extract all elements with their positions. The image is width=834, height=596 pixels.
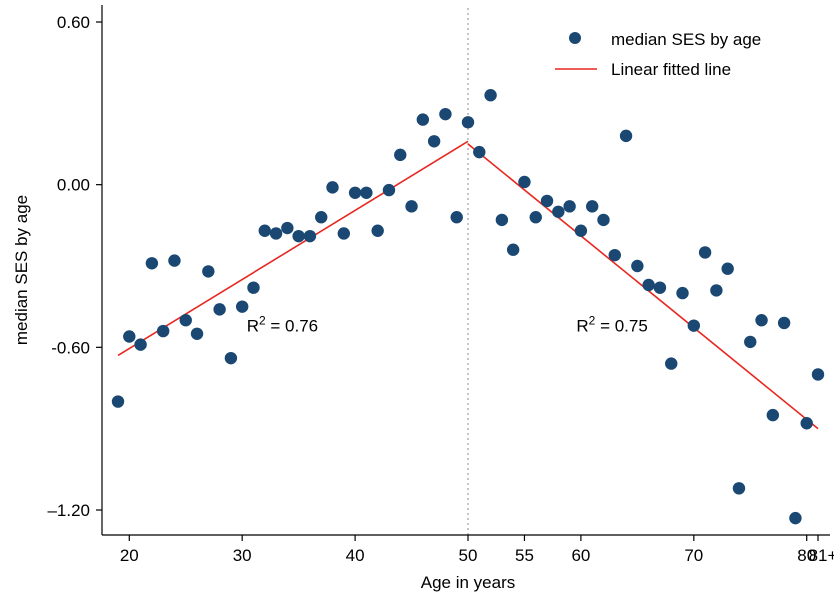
data-point (597, 213, 610, 227)
data-point (698, 246, 712, 259)
data-point (281, 221, 294, 235)
data-point (766, 408, 780, 422)
legend-scatter-marker (569, 32, 581, 44)
x-tick-label: 60 (571, 546, 590, 565)
data-point (168, 254, 181, 267)
data-point (552, 205, 565, 218)
r-squared-annotation: R2 = 0.75 (576, 314, 647, 336)
data-point (292, 229, 305, 243)
data-point (777, 316, 791, 330)
data-point (156, 324, 170, 338)
data-point (213, 303, 226, 316)
x-tick-label: 40 (346, 546, 365, 565)
data-point (450, 211, 463, 224)
data-point (258, 224, 271, 237)
data-point (563, 200, 576, 213)
data-point (134, 338, 147, 351)
data-point (732, 482, 746, 495)
x-tick-label: 30 (233, 546, 252, 565)
data-point (360, 186, 373, 199)
data-point (676, 286, 689, 300)
data-point (585, 200, 599, 213)
data-point (427, 135, 441, 148)
data-point (800, 417, 813, 430)
y-tick-label: -0.60 (51, 338, 90, 357)
data-point (439, 107, 452, 121)
data-point (371, 224, 384, 237)
x-tick-label: 80 (797, 546, 816, 565)
data-point (540, 194, 554, 208)
data-point (202, 265, 215, 278)
data-point (653, 281, 667, 294)
data-point (235, 300, 249, 313)
data-point (721, 262, 734, 275)
data-point (495, 213, 509, 227)
x-axis-title: Age in years (421, 573, 516, 592)
data-point (337, 227, 351, 240)
data-point (484, 89, 497, 102)
x-tick-label: 55 (515, 546, 534, 565)
data-point (506, 243, 520, 256)
data-point (348, 186, 362, 199)
x-tick-label: 50 (459, 546, 478, 565)
data-point (145, 257, 159, 270)
data-point (405, 200, 418, 213)
y-tick-label: –1.20 (47, 501, 90, 520)
data-point (461, 116, 475, 129)
data-point (315, 211, 328, 224)
x-tick-label: 81+ (809, 546, 834, 565)
data-point (755, 314, 768, 327)
data-point (326, 181, 339, 194)
data-point (710, 284, 723, 297)
data-point (665, 357, 678, 370)
data-point (789, 511, 802, 525)
legend: median SES by age Linear fitted line (555, 30, 761, 79)
data-point (394, 148, 407, 162)
data-point (518, 175, 531, 189)
y-tick-label: 0.00 (57, 176, 90, 195)
data-point (123, 330, 136, 343)
data-point (574, 224, 588, 237)
data-point (303, 229, 317, 243)
data-point (247, 281, 260, 294)
legend-scatter-label: median SES by age (611, 30, 761, 49)
data-point (608, 248, 621, 262)
data-point (744, 335, 757, 349)
data-point (382, 183, 396, 197)
x-tick-label: 20 (120, 546, 139, 565)
y-tick-label: 0.60 (57, 13, 90, 32)
data-point (473, 145, 486, 159)
data-point (642, 278, 655, 292)
y-axis-title: median SES by age (12, 195, 31, 345)
x-tick-label: 70 (684, 546, 703, 565)
data-point (619, 129, 633, 143)
data-point (416, 113, 430, 126)
data-point (631, 259, 644, 273)
fitted-line-segment (117, 140, 469, 357)
data-point (529, 211, 542, 224)
data-point (111, 395, 125, 408)
data-point (811, 368, 825, 381)
data-point (224, 351, 238, 365)
legend-line-label: Linear fitted line (611, 60, 731, 79)
data-point (269, 227, 283, 240)
data-point (179, 314, 192, 327)
data-point (687, 319, 701, 332)
r-squared-annotation: R2 = 0.76 (247, 314, 318, 336)
data-point (190, 327, 204, 340)
